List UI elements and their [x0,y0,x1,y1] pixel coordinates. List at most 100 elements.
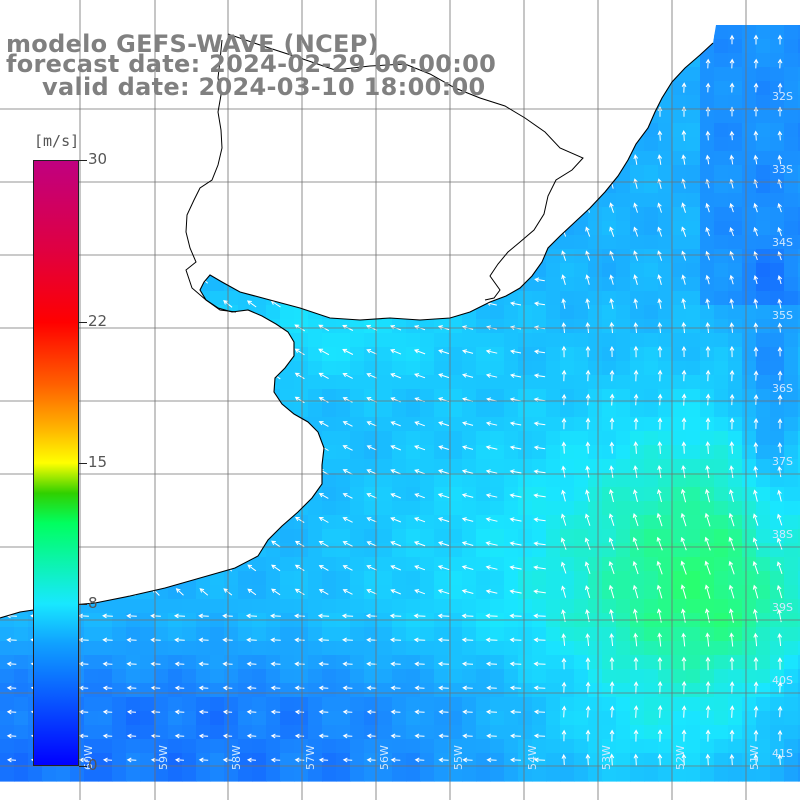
wind-speed-cell [168,263,183,278]
wind-speed-cell [602,487,617,502]
wind-arrow [342,133,353,139]
wind-speed-cell [406,235,421,250]
wind-speed-cell [126,263,141,278]
wind-speed-cell [504,221,519,236]
wind-speed-cell [336,557,351,572]
wind-arrow [151,491,160,500]
wind-speed-cell [238,669,253,684]
wind-arrow [462,109,473,114]
wind-speed-cell [770,123,785,138]
wind-speed-cell [616,361,631,376]
wind-speed-cell [756,151,771,166]
wind-arrow [151,443,160,452]
wind-speed-cell [322,109,337,124]
wind-speed-cell [546,627,561,642]
wind-speed-cell [490,669,505,684]
wind-speed-cell [756,179,771,194]
wind-speed-cell [84,389,99,404]
wind-speed-cell [672,165,687,180]
wind-speed-cell [756,501,771,516]
wind-speed-cell [154,543,169,558]
wind-arrow [318,229,329,235]
wind-speed-cell [630,109,645,124]
wind-speed-cell [756,599,771,614]
wind-speed-cell [168,221,183,236]
wind-arrow [609,729,615,742]
wind-speed-cell [714,445,729,460]
wind-speed-cell [126,179,141,194]
wind-speed-cell [728,753,743,768]
wind-speed-cell [434,697,449,712]
wind-arrow [365,613,378,619]
wind-arrow [584,585,591,599]
wind-speed-cell [532,277,547,292]
wind-speed-cell [714,109,729,124]
wind-speed-cell [742,529,757,544]
wind-speed-cell [742,543,757,558]
wind-speed-cell [434,305,449,320]
wind-speed-cell [294,739,309,754]
wind-speed-cell [126,207,141,222]
wind-speed-cell [700,753,715,768]
wind-speed-cell [154,557,169,572]
wind-speed-cell [266,235,281,250]
wind-speed-cell [28,109,43,124]
wind-speed-cell [378,473,393,488]
wind-speed-cell [322,753,337,768]
wind-speed-cell [14,207,29,222]
wind-speed-cell [56,767,71,782]
colorbar-label: 8 [88,594,98,612]
wind-arrow [438,133,449,138]
wind-arrow [199,108,209,116]
wind-arrow [533,349,546,355]
wind-speed-cell [280,361,295,376]
wind-arrow [585,393,591,406]
wind-speed-cell [700,123,715,138]
wind-speed-cell [14,431,29,446]
wind-speed-cell [518,263,533,278]
wind-speed-cell [616,39,631,54]
wind-speed-cell [420,109,435,124]
wind-speed-cell [728,767,743,782]
wind-speed-cell [168,361,183,376]
wind-speed-cell [280,641,295,656]
wind-speed-cell [728,711,743,726]
wind-speed-cell [336,277,351,292]
wind-arrow [486,757,497,763]
wind-arrow [366,133,377,139]
wind-arrow [390,205,401,211]
wind-arrow [729,489,734,503]
wind-speed-cell [126,137,141,152]
wind-arrow [533,301,546,307]
wind-arrow [729,227,734,237]
wind-speed-cell [350,179,365,194]
wind-speed-cell [252,753,267,768]
wind-speed-cell [140,697,155,712]
wind-speed-cell [686,81,701,96]
wind-speed-cell [742,39,757,54]
wind-arrow [8,154,15,165]
wind-speed-cell [462,403,477,418]
wind-arrow [510,757,521,763]
wind-speed-cell [644,487,659,502]
wind-speed-cell [700,319,715,334]
wind-speed-cell [728,459,743,474]
wind-speed-cell [742,473,757,488]
wind-speed-cell [336,179,351,194]
wind-speed-cell [336,207,351,222]
wind-speed-cell [476,459,491,474]
wind-speed-cell [672,767,687,782]
wind-arrow [657,369,663,382]
wind-speed-cell [84,739,99,754]
wind-speed-cell [336,725,351,740]
wind-speed-cell [574,683,589,698]
wind-speed-cell [154,277,169,292]
wind-speed-cell [210,599,225,614]
wind-arrow [705,441,711,454]
wind-arrow [462,445,474,450]
wind-speed-cell [784,53,799,68]
wind-speed-cell [616,403,631,418]
wind-arrow [584,537,591,550]
wind-speed-cell [252,123,267,138]
